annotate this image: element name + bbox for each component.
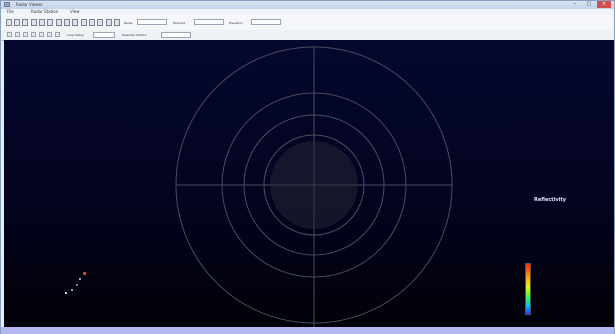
toolbar-button-6[interactable]: [47, 19, 53, 26]
minimize-button[interactable]: –: [573, 1, 577, 7]
toolbar-button-8[interactable]: [64, 19, 70, 26]
menu-item-radar-station[interactable]: Radar Station: [31, 9, 59, 14]
echo-dot: [79, 278, 81, 280]
close-button[interactable]: ×: [597, 1, 611, 8]
main-toolbar: Radar Moment Elevation: [1, 15, 614, 31]
window-title: Radar Viewer: [16, 2, 43, 7]
play-icon[interactable]: [7, 32, 12, 37]
toolbar-button-5[interactable]: [39, 19, 45, 26]
echo-dot: [65, 292, 67, 294]
toolbar-button-14[interactable]: [114, 19, 120, 26]
toolbar-button-4[interactable]: [31, 19, 37, 26]
radar-rings: [175, 46, 453, 327]
radar-viewport[interactable]: [4, 40, 614, 327]
menu-item-view[interactable]: View: [70, 9, 80, 14]
legend-title: Reflectivity: [534, 197, 567, 203]
radar-select[interactable]: [137, 19, 167, 25]
moment-label: Moment: [173, 21, 186, 25]
toolbar-button-13[interactable]: [106, 19, 112, 26]
menu-item-file[interactable]: File: [7, 9, 14, 14]
toolbar-button-1[interactable]: [6, 19, 12, 26]
echo-dot: [71, 289, 73, 291]
step-forward-icon[interactable]: [31, 32, 36, 37]
station-field[interactable]: [161, 32, 191, 38]
loop-delay-field[interactable]: [93, 32, 115, 38]
toolbar-button-2[interactable]: [14, 19, 20, 26]
reflectivity-colorbar: [525, 263, 531, 315]
toolbar-button-11[interactable]: [89, 19, 95, 26]
echo-dot: [76, 284, 78, 286]
echo-cluster: [62, 270, 92, 296]
toolbar-button-12[interactable]: [97, 19, 103, 26]
moment-select[interactable]: [194, 19, 224, 25]
toolbar-button-3[interactable]: [22, 19, 28, 26]
toolbar-button-7[interactable]: [56, 19, 62, 26]
pause-icon[interactable]: [15, 32, 20, 37]
settings-icon[interactable]: [55, 32, 60, 37]
near-range-clutter: [270, 141, 358, 229]
menu-bar: File Radar Station View: [1, 9, 614, 15]
elevation-select[interactable]: [251, 19, 281, 25]
loop-icon[interactable]: [39, 32, 44, 37]
status-bar: [1, 327, 614, 334]
maximize-button[interactable]: □: [586, 1, 592, 7]
step-back-icon[interactable]: [23, 32, 28, 37]
echo-red: [83, 272, 86, 275]
loop-delay-label: Loop Delay: [67, 33, 84, 37]
toolbar-button-10[interactable]: [81, 19, 87, 26]
app-icon: [4, 2, 10, 7]
radar-label: Radar: [124, 21, 133, 25]
selected-station-label: Selected Station: [122, 33, 147, 37]
title-bar: Radar Viewer – □ ×: [1, 1, 614, 9]
toolbar-button-9[interactable]: [72, 19, 78, 26]
elevation-label: Elevation: [229, 21, 243, 25]
refresh-icon[interactable]: [47, 32, 52, 37]
